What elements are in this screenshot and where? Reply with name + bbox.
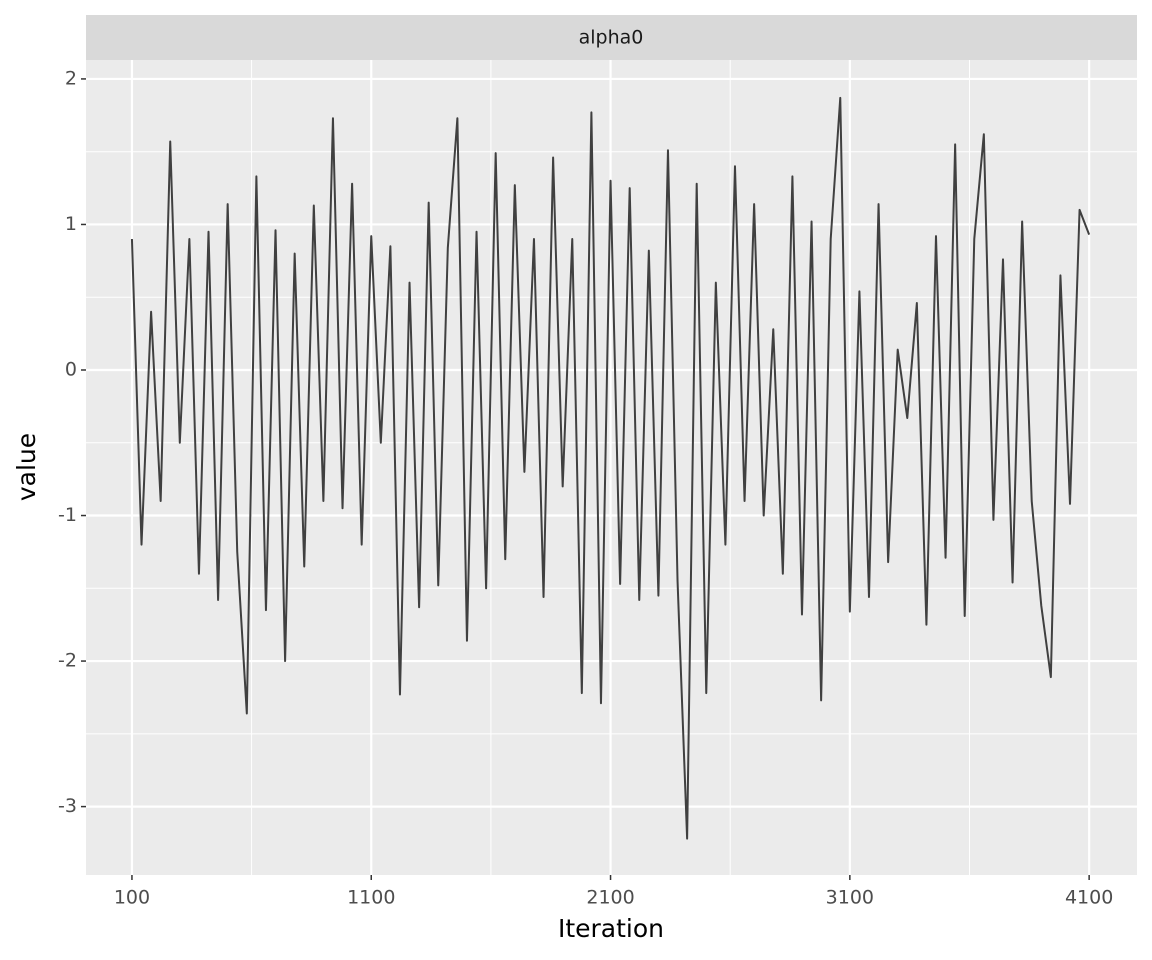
x-axis-title: Iteration: [558, 914, 664, 943]
x-tick-label: 2100: [586, 887, 634, 909]
y-tick-label: -2: [58, 650, 77, 672]
y-tick-label: -3: [58, 795, 77, 817]
x-tick-label: 3100: [826, 887, 874, 909]
y-tick-label: -1: [58, 504, 77, 526]
x-tick-label: 4100: [1065, 887, 1113, 909]
x-tick-label: 100: [114, 887, 150, 909]
y-tick-label: 1: [65, 213, 77, 235]
y-tick-label: 2: [65, 67, 77, 89]
trace-line: [130, 96, 1091, 840]
x-tick-label: 1100: [347, 887, 395, 909]
y-tick-label: 0: [65, 358, 77, 380]
strip-label: alpha0: [579, 27, 644, 49]
strip: [86, 15, 1137, 60]
y-axis-title: value: [12, 433, 41, 501]
